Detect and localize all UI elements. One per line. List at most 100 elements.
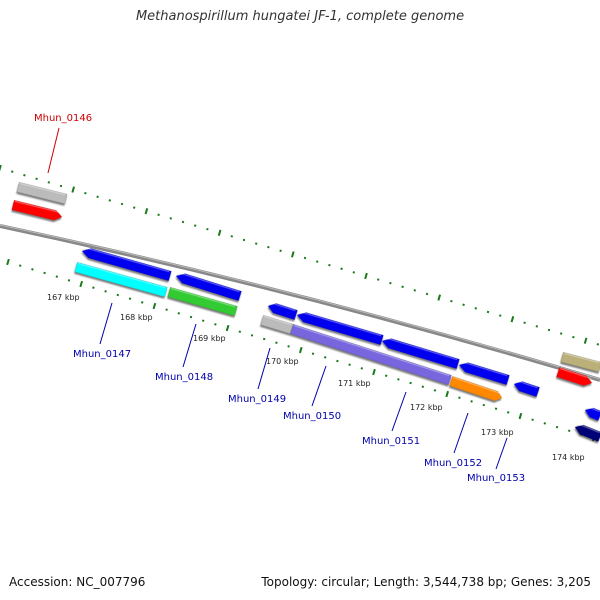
ruler-label: 171 kbp: [338, 379, 371, 388]
ruler-labels: 167 kbp 168 kbp 169 kbp 170 kbp 171 kbp 172 k…: [47, 293, 585, 462]
label-pointer-Mhun_0148: [182, 323, 197, 368]
lower-tick: [518, 412, 523, 420]
lower-tick: [311, 352, 315, 355]
gene-label-Mhun_0146[interactable]: Mhun_0146: [34, 113, 92, 124]
upper-tick: [401, 285, 404, 289]
gene-arrow-khaki: [560, 351, 600, 373]
upper-tick: [462, 303, 465, 307]
upper-tick: [96, 195, 99, 199]
lower-tick: [92, 286, 95, 289]
upper-tick: [132, 206, 136, 209]
upper-tick: [437, 294, 442, 301]
label-pointer-Mhun_0151: [391, 391, 407, 432]
upper-tick: [474, 307, 478, 310]
lower-tick: [43, 271, 46, 275]
lower-tick: [189, 315, 193, 319]
upper-tick: [290, 251, 295, 258]
gene-arrow-red-right: [556, 366, 593, 386]
lower-tick: [152, 302, 157, 310]
lower-tick: [384, 374, 388, 377]
lower-tick: [31, 268, 34, 271]
ruler-label: 169 kbp: [193, 334, 226, 343]
gene-arrow-blue-edge: [584, 406, 600, 421]
upper-tick: [217, 229, 222, 236]
upper-tick: [364, 272, 368, 280]
lower-tick: [116, 293, 120, 297]
gene-arrow-blue-7: [513, 379, 540, 398]
gene-arrow-Mhun_0148: [167, 286, 238, 317]
lower-tick: [287, 345, 290, 348]
gene-arrow-blue-5: [381, 336, 460, 370]
lower-tick: [445, 390, 450, 398]
lower-tick: [79, 280, 84, 288]
lower-tick: [177, 312, 181, 315]
map-title: Methanospirillum hungatei JF-1, complete…: [135, 9, 465, 24]
lower-tick: [165, 308, 168, 311]
genome-summary-text: Topology: circular; Length: 3,544,738 bp…: [261, 575, 591, 589]
upper-tick: [596, 343, 600, 346]
gene-label-Mhun_0149[interactable]: Mhun_0149: [228, 394, 286, 405]
gene-arrow-Mhun_0152: [449, 375, 503, 402]
gene-arrow-blue-2: [175, 271, 242, 302]
lower-tick: [336, 359, 339, 363]
upper-tick: [120, 202, 124, 206]
upper-tick: [352, 271, 356, 274]
gene-label-Mhun_0147[interactable]: Mhun_0147: [73, 349, 131, 360]
lower-tick: [433, 389, 437, 392]
upper-tick: [450, 299, 453, 303]
upper-tick: [559, 332, 563, 335]
lower-tick: [397, 378, 400, 381]
upper-tick: [0, 164, 2, 172]
lower-tick: [18, 264, 22, 267]
genome-backbone-highlight: [0, 224, 600, 380]
upper-tick: [108, 199, 112, 202]
gene-label-Mhun_0148[interactable]: Mhun_0148: [155, 372, 213, 383]
gene-arrow-Mhun_0146: [11, 199, 63, 221]
upper-tick: [535, 325, 539, 328]
ruler-label: 173 kbp: [481, 428, 514, 437]
lower-tick: [470, 400, 473, 403]
lower-tick: [140, 301, 144, 304]
upper-tick: [59, 184, 63, 188]
gene-arrow-blue-6: [458, 360, 510, 386]
lower-tick: [458, 396, 461, 399]
gene-arrow-blue-1: [81, 246, 172, 282]
upper-tick: [328, 263, 331, 267]
upper-tick: [303, 256, 307, 260]
upper-tick: [169, 217, 173, 220]
upper-tick: [315, 260, 319, 263]
gene-features: [11, 181, 600, 442]
upper-tick: [254, 242, 258, 245]
gene-label-Mhun_0153[interactable]: Mhun_0153: [467, 473, 525, 484]
gene-arrow-blue-4: [296, 310, 384, 346]
ruler-label: 172 kbp: [410, 403, 443, 412]
accession-text: Accession: NC_007796: [9, 575, 146, 589]
gene-label-Mhun_0152[interactable]: Mhun_0152: [424, 458, 482, 469]
upper-tick: [583, 337, 588, 344]
upper-tick: [84, 191, 87, 195]
gene-arrow-grey-upper: [16, 181, 68, 205]
genome-backbone: [0, 224, 600, 382]
upper-tick: [498, 314, 502, 317]
gene-label-Mhun_0150[interactable]: Mhun_0150: [283, 411, 341, 422]
lower-tick: [201, 319, 205, 322]
gene-label-Mhun_0151[interactable]: Mhun_0151: [362, 436, 420, 447]
upper-tick: [230, 235, 234, 238]
gene-arrow-Mhun_0151: [290, 323, 452, 386]
label-pointer-Mhun_0153: [495, 437, 508, 470]
lower-tick: [262, 337, 266, 341]
label-pointer-Mhun_0147: [99, 302, 113, 345]
label-pointer-Mhun_0152: [453, 412, 469, 454]
upper-tick: [193, 224, 197, 227]
lower-tick: [250, 334, 254, 337]
gene-arrow-navy: [574, 423, 600, 442]
lower-tick: [323, 356, 327, 359]
upper-tick: [389, 281, 392, 285]
label-pointer-Mhun_0150: [311, 365, 327, 407]
upper-tick: [572, 335, 575, 339]
upper-tick: [523, 321, 526, 324]
lower-tick: [494, 407, 498, 410]
upper-tick: [23, 173, 26, 177]
